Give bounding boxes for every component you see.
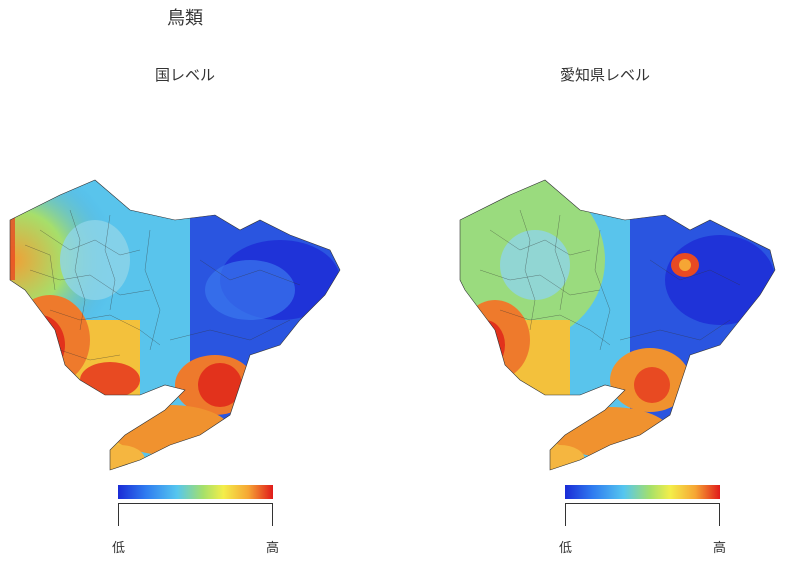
legend-bracket (565, 503, 720, 526)
legend-high-label: 高 (713, 541, 727, 556)
panel-title: 愛知県レベル (559, 66, 650, 84)
heatmap-prefecture (459, 179, 776, 471)
legend-low-label: 低 (559, 541, 573, 556)
legend-low-label: 低 (112, 541, 126, 556)
map-panel-national: 国レベル (0, 60, 370, 560)
color-legend: 低 高 (559, 485, 726, 556)
map-panel-prefecture: 愛知県レベル (420, 60, 790, 560)
color-legend: 低 高 (112, 485, 279, 556)
heatmap-national (9, 179, 341, 471)
page-title: 鳥類 (167, 8, 203, 29)
legend-high-label: 高 (266, 541, 280, 556)
panel-title: 国レベル (154, 66, 215, 84)
legend-color-bar (118, 485, 273, 499)
legend-color-bar (565, 485, 720, 499)
legend-bracket (118, 503, 273, 526)
